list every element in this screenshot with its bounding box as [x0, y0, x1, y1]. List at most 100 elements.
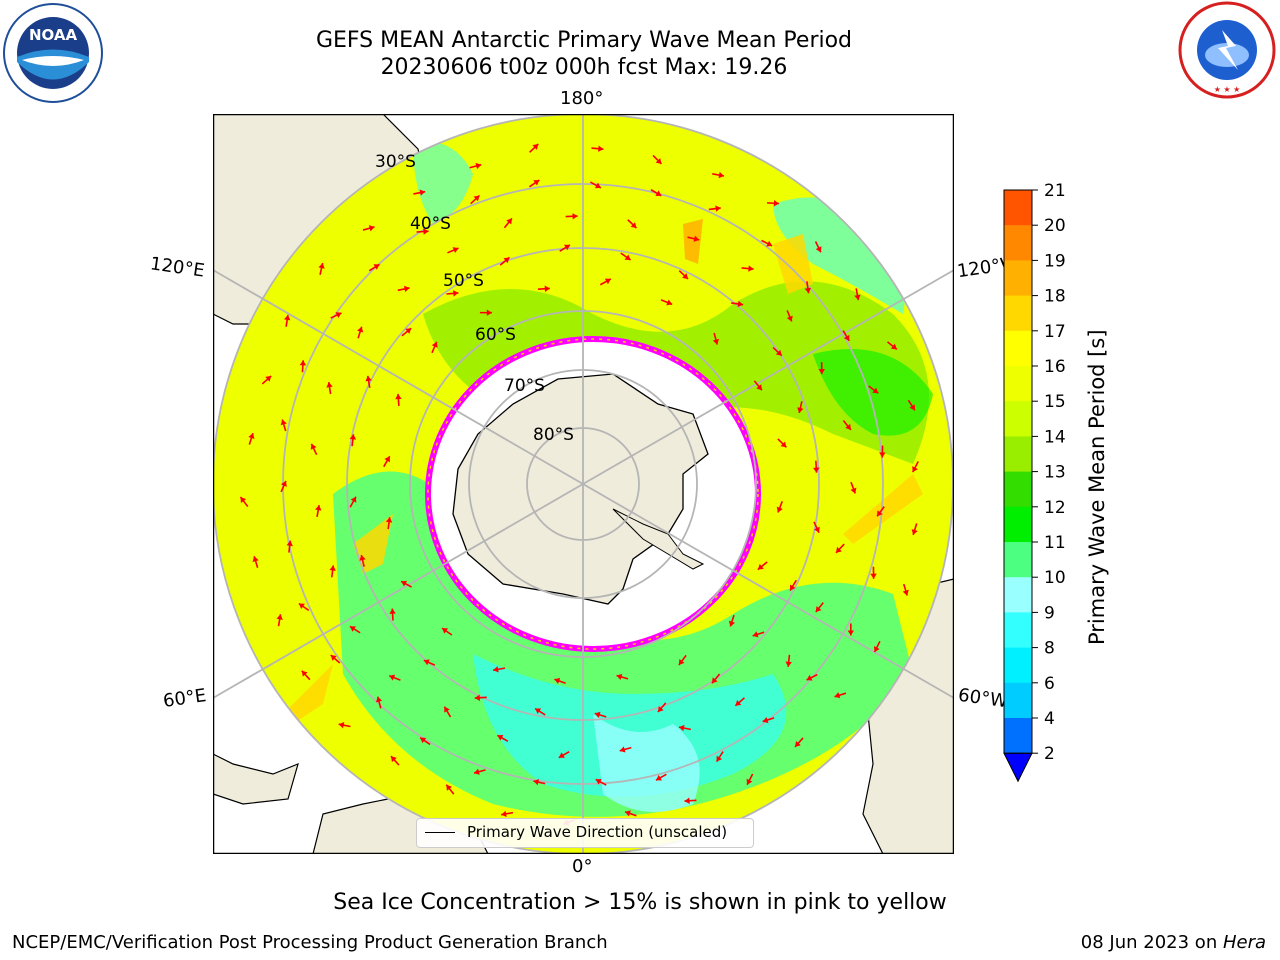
wave-arrow-head	[442, 628, 449, 634]
wave-arrow-head	[474, 768, 480, 775]
wave-arrow-head	[240, 497, 247, 504]
wave-arrow-head	[475, 162, 482, 170]
wave-arrow-head	[598, 145, 604, 152]
colorbar-tick-label: 6	[1044, 674, 1055, 694]
wave-arrow-head	[350, 496, 357, 503]
colorbar-swatch	[1004, 506, 1032, 543]
map-legend: Primary Wave Direction (unscaled)	[416, 818, 754, 848]
map-border	[212, 113, 955, 855]
wave-arrow-head	[594, 711, 601, 718]
wave-arrow-head	[834, 692, 841, 699]
wave-arrow-head	[389, 608, 396, 614]
wave-arrow-head	[711, 677, 718, 684]
wave-arrow-head	[594, 182, 601, 189]
wave-arrow-head	[666, 299, 673, 306]
colorbar-tick-label: 15	[1044, 392, 1066, 412]
wave-arrow-head	[762, 716, 769, 724]
wave-arrow-head	[630, 222, 637, 229]
colorbar-swatch	[1004, 577, 1032, 613]
wave-arrow-head	[737, 300, 744, 308]
lon-label-120e: 120°E	[148, 253, 206, 282]
lat-label-40s: 40°S	[410, 214, 451, 234]
chart-subtitle: 20230606 t00z 000h fcst Max: 19.26	[380, 55, 788, 80]
colorbar-tick-label: 18	[1044, 287, 1066, 307]
colorbar-swatch	[1004, 366, 1032, 402]
legend-line-icon	[425, 832, 455, 833]
wave-arrow-head	[789, 584, 796, 591]
colorbar-swatch	[1004, 260, 1032, 297]
wave-arrow-head	[619, 746, 626, 753]
wave-arrow-head	[286, 540, 293, 547]
wave-arrow-head	[572, 213, 578, 220]
wave-arrow-head	[283, 314, 291, 321]
wave-arrow-head	[804, 287, 812, 294]
wave-arrow-head	[563, 244, 570, 251]
wave-arrow-head	[373, 264, 380, 270]
footer-credit: NCEP/EMC/Verification Post Processing Pr…	[12, 932, 608, 953]
colorbar-extend-arrow	[1003, 752, 1033, 783]
wave-arrow-head	[595, 778, 602, 785]
colorbar: 2 4 6 8 9 10 11 12 13 14 15 16 17 18 19 20 21	[990, 180, 1110, 790]
colorbar-tick-label: 13	[1044, 463, 1066, 483]
wave-arrow-head	[385, 517, 393, 523]
wave-arrow-head	[693, 235, 700, 242]
colorbar-swatch	[1004, 295, 1032, 332]
footer-host: Hera	[1222, 932, 1266, 953]
wave-arrow-head	[357, 326, 364, 333]
colorbar-tick-label: 12	[1044, 498, 1066, 518]
colorbar-swatch	[1004, 647, 1032, 684]
wave-arrow-head	[655, 774, 662, 781]
wave-arrow-head	[912, 466, 918, 473]
wave-arrow-head	[318, 263, 325, 269]
wave-arrow-head	[872, 387, 879, 394]
wave-arrow-head	[444, 706, 450, 713]
colorbar-swatch	[1004, 682, 1032, 719]
wave-arrow-head	[390, 756, 397, 763]
wave-arrow-head	[843, 334, 850, 341]
wave-arrow-head	[728, 620, 735, 627]
colorbar-swatch	[1004, 718, 1032, 754]
colorbar-tick-label: 21	[1044, 181, 1066, 201]
wave-arrow-head	[338, 722, 345, 729]
wave-arrow-head	[773, 200, 780, 207]
wave-arrow-head	[785, 661, 792, 667]
wave-arrow-head	[349, 434, 357, 440]
wave-arrow-head	[776, 506, 783, 513]
wave-arrow-head	[420, 737, 427, 744]
wave-arrow-head	[265, 375, 272, 382]
wave-arrow-head	[368, 225, 375, 232]
wave-arrow-head	[746, 778, 753, 785]
wave-arrow-head	[716, 755, 723, 762]
wave-arrow-head	[326, 382, 333, 388]
lat-label-30s: 30°S	[375, 152, 416, 172]
wave-arrow-head	[752, 631, 759, 638]
wave-arrow-head	[911, 529, 918, 535]
wave-arrow-head	[473, 195, 480, 202]
wave-arrow-head	[431, 341, 438, 348]
wave-arrow-head	[310, 443, 317, 450]
wave-arrow-head	[452, 247, 459, 254]
wave-arrow-head	[847, 630, 855, 636]
wave-arrow-head	[757, 563, 764, 570]
colorbar-swatch	[1004, 436, 1032, 473]
wave-arrow-head	[766, 240, 773, 247]
wave-arrow-head	[503, 257, 510, 264]
wave-arrow-head	[359, 555, 366, 561]
wave-arrow-head	[349, 626, 356, 632]
wave-arrow-head	[879, 452, 886, 458]
wave-arrow-head	[873, 646, 880, 653]
wave-arrow-head	[315, 505, 322, 511]
colorbar-tick-label: 17	[1044, 322, 1066, 342]
wave-arrow-head	[870, 573, 877, 579]
colorbar-swatch	[1004, 225, 1032, 261]
wave-arrow-head	[909, 404, 915, 411]
wave-arrow-head	[329, 565, 336, 571]
wave-arrow-head	[715, 205, 721, 212]
wave-arrow-head	[655, 158, 662, 164]
colorbar-swatch	[1004, 330, 1032, 367]
wave-arrow-head	[401, 580, 408, 587]
wave-arrow-head	[301, 670, 308, 677]
colorbar-tick-label: 9	[1044, 603, 1055, 623]
wave-arrow-head	[780, 441, 787, 448]
wave-arrow-head	[815, 246, 822, 253]
